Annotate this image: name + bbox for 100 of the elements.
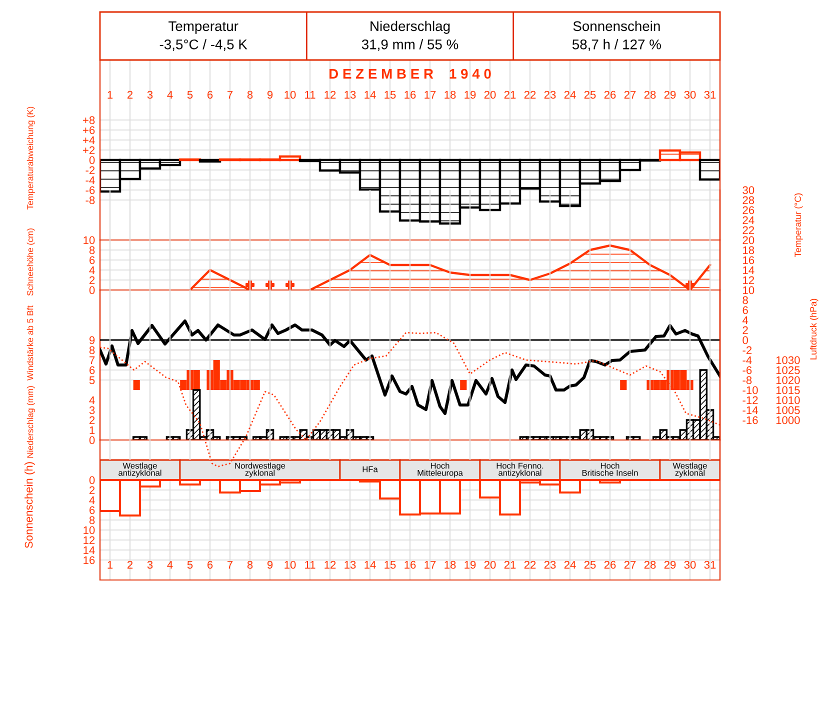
x-tick-label: 6	[207, 560, 213, 569]
x-tick-label: 7	[227, 90, 233, 99]
line-series	[100, 319, 720, 416]
y-tick-label: 9	[89, 336, 95, 344]
x-tick-label: 3	[147, 90, 153, 99]
x-tick-label: 19	[464, 560, 476, 569]
x-tick-label: 28	[644, 560, 656, 569]
y-tick-label: 4	[89, 266, 95, 274]
x-tick-label: 14	[364, 90, 376, 99]
x-tick-label: 22	[524, 90, 536, 99]
y2-axis-title: Luftdruck (hPa)	[810, 298, 818, 360]
x-tick-label: 12	[324, 560, 336, 569]
y2-tick-label: 1010	[776, 396, 800, 404]
y2-tick-label: 10	[743, 286, 754, 294]
y2-tick-label: 16	[743, 256, 754, 264]
x-tick-label: 29	[664, 90, 676, 99]
y-tick-label: 0	[89, 436, 95, 444]
y-tick-label: 6	[90, 366, 95, 374]
x-tick-label: 31	[704, 90, 716, 99]
y2-tick-label: 2	[742, 326, 748, 334]
y2-tick-label: 14	[743, 266, 754, 274]
x-tick-label: 5	[187, 90, 193, 99]
x-tick-label: 26	[604, 90, 616, 99]
x-tick-label: 27	[624, 90, 636, 99]
y-tick-label: 10	[84, 526, 95, 534]
band-label: Hoch Mitteleuropa	[418, 462, 463, 478]
x-tick-label: 10	[284, 560, 296, 569]
x-tick-label: 19	[464, 90, 476, 99]
band-label: HFa	[362, 466, 378, 472]
y-tick-label: 0	[89, 156, 95, 164]
x-tick-label: 2	[127, 560, 133, 569]
x-tick-label: 2	[127, 90, 133, 99]
y2-tick-label: 26	[742, 206, 754, 214]
y-tick-label: 2	[90, 276, 95, 284]
y2-tick-label: -4	[742, 356, 752, 364]
x-tick-label: 30	[684, 90, 696, 99]
x-tick-label: 16	[404, 560, 416, 569]
y2-tick-label: -16	[742, 416, 758, 424]
annotation: Sonnenschein	[573, 20, 660, 32]
bar	[620, 380, 627, 390]
y-tick-label: 6	[90, 256, 95, 264]
y2-tick-label: 1015	[776, 386, 800, 394]
x-tick-label: 28	[644, 90, 656, 99]
x-tick-label: 23	[544, 560, 556, 569]
y-tick-label: 3	[89, 406, 95, 414]
y-tick-label: 2	[90, 486, 95, 494]
y-tick-label: 8	[89, 516, 95, 524]
y-tick-label: 0	[89, 286, 95, 294]
y2-tick-label: -10	[742, 386, 758, 394]
x-tick-label: 6	[207, 90, 213, 99]
y-axis-title: Windstärke ab 5 Bft	[26, 305, 34, 381]
x-tick-label: 9	[267, 560, 273, 569]
x-tick-label: 1	[108, 560, 113, 569]
y-axis-title: Temperaturabweichung (K)	[26, 106, 35, 210]
x-tick-label: 31	[704, 560, 716, 569]
x-tick-label: 29	[664, 560, 676, 569]
x-tick-label: 25	[584, 560, 596, 569]
y-tick-label: 2	[90, 416, 95, 424]
y2-tick-label: -2	[742, 346, 752, 354]
x-tick-label: 5	[187, 560, 193, 569]
x-tick-label: 26	[604, 560, 616, 569]
y2-tick-label: 1020	[776, 376, 800, 384]
y2-tick-label: -12	[742, 396, 758, 404]
x-tick-label: 20	[484, 560, 496, 569]
annotation: Niederschlag	[370, 20, 450, 34]
x-tick-label: 21	[504, 90, 516, 99]
x-tick-label: 24	[564, 90, 576, 99]
y2-tick-label: 30	[742, 186, 754, 194]
x-tick-label: 9	[267, 90, 273, 99]
y2-tick-label: 12	[743, 276, 754, 284]
y-axis-title: Schneehöhe (cm)	[26, 228, 35, 296]
bar	[133, 380, 140, 390]
y-tick-label: 6	[90, 506, 95, 514]
text: D E Z E M B E R 1 9 4 0	[330, 68, 491, 79]
y-tick-label: 14	[84, 546, 95, 554]
y-tick-label: -4	[86, 176, 95, 184]
y2-tick-label: 18	[743, 246, 754, 254]
x-tick-label: 17	[424, 90, 436, 99]
y2-tick-label: -6	[742, 366, 752, 374]
x-tick-label: 8	[247, 560, 253, 569]
x-tick-label: 10	[284, 90, 296, 99]
x-tick-label: 22	[524, 560, 536, 569]
y-tick-label: 8	[89, 246, 95, 254]
y2-tick-label: 1000	[776, 416, 800, 424]
y2-tick-label: 4	[742, 316, 748, 324]
y2-tick-label: 1005	[776, 406, 800, 414]
y-tick-label: -8	[86, 196, 95, 204]
x-tick-label: 13	[344, 560, 356, 569]
y2-tick-label: 1030	[776, 356, 800, 364]
y-tick-label: +6	[83, 126, 95, 134]
x-tick-label: 24	[564, 560, 576, 569]
x-tick-label: 7	[227, 560, 233, 569]
y-axis-title: Sonnenschein (h)	[24, 462, 35, 548]
bar	[698, 158, 720, 181]
y2-tick-label: 1025	[776, 366, 800, 374]
annotation: 31,9 mm / 55 %	[362, 39, 458, 51]
y-tick-label: -6	[86, 186, 95, 194]
x-tick-label: 11	[305, 560, 316, 569]
y-tick-label: 12	[84, 536, 95, 544]
y-tick-label: 5	[89, 376, 95, 384]
